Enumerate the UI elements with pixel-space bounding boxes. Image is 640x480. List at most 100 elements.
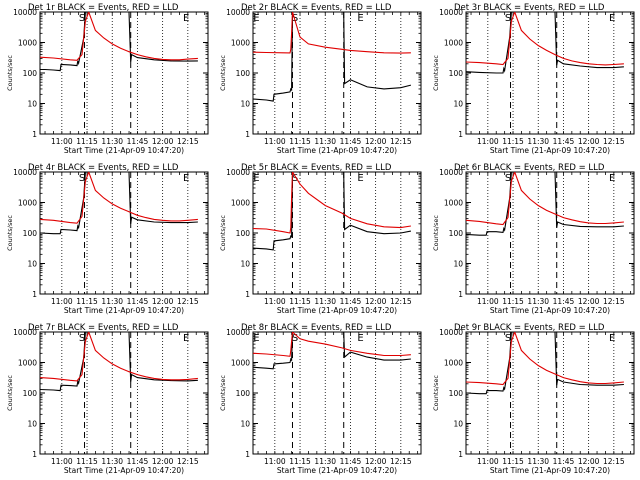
x-tick-label: 11:45 <box>340 297 362 306</box>
x-tick-label: 11:45 <box>553 137 575 146</box>
y-tick-label: 10000 <box>439 168 463 177</box>
series-group <box>40 332 198 392</box>
series-group <box>253 12 412 102</box>
interval-marker: E <box>183 13 189 24</box>
y-tick-label: 10000 <box>439 8 463 17</box>
interval-marker: E <box>253 333 259 344</box>
y-tick-label: 1 <box>245 130 250 139</box>
y-tick-label: 100 <box>449 229 464 238</box>
y-axis-label: Counts/sec <box>6 375 14 411</box>
y-tick-label: 1000 <box>231 199 250 208</box>
interval-marker: S <box>79 173 85 184</box>
panel-title: Det 4r BLACK = Events, RED = LLD <box>28 163 179 173</box>
interval-marker: E <box>357 333 363 344</box>
y-axis-label: Counts/sec <box>6 215 14 251</box>
series-events-line <box>253 12 412 102</box>
x-axis-label: Start Time (21-Apr-09 10:47:20) <box>277 146 397 155</box>
y-axis-label: Counts/sec <box>432 55 440 91</box>
x-tick-label: 12:00 <box>365 297 387 306</box>
x-tick-label: 11:30 <box>101 137 123 146</box>
panel-title: Det 1r BLACK = Events, RED = LLD <box>28 3 179 13</box>
x-axis-label: Start Time (21-Apr-09 10:47:20) <box>64 466 184 475</box>
interval-marker: S <box>505 173 511 184</box>
y-tick-label: 1 <box>458 290 463 299</box>
x-tick-label: 11:30 <box>527 297 549 306</box>
axis-frame <box>252 331 422 455</box>
series-lld-line <box>466 332 624 386</box>
y-axis-label: Counts/sec <box>6 55 14 91</box>
x-tick-label: 11:45 <box>127 297 149 306</box>
panel-title: Det 5r BLACK = Events, RED = LLD <box>241 163 392 173</box>
y-tick-label: 1 <box>32 290 37 299</box>
x-tick-label: 11:30 <box>314 297 336 306</box>
x-axis-label: Start Time (21-Apr-09 10:47:20) <box>490 146 610 155</box>
x-tick-label: 12:00 <box>152 297 174 306</box>
x-tick-label: 11:00 <box>264 137 286 146</box>
y-tick-label: 1000 <box>444 359 463 368</box>
series-lld-line <box>253 172 411 234</box>
y-tick-label: 10 <box>453 420 463 429</box>
series-group <box>253 332 411 370</box>
interval-marker: E <box>609 173 615 184</box>
series-events-line <box>466 12 624 74</box>
series-group <box>466 12 624 74</box>
panel-9: Det 9r BLACK = Events, RED = LLD 1 10 100 10… <box>432 323 635 475</box>
x-axis-label: Start Time (21-Apr-09 10:47:20) <box>490 306 610 315</box>
panel-8: Det 8r BLACK = Events, RED = LLD 1 10 100 10… <box>219 323 422 475</box>
series-lld-line <box>40 332 198 382</box>
x-tick-label: 11:30 <box>314 457 336 466</box>
y-tick-label: 1000 <box>18 199 37 208</box>
panel-5: Det 5r BLACK = Events, RED = LLD 1 10 100 10… <box>219 163 422 315</box>
panel-1: Det 1r BLACK = Events, RED = LLD 1 10 100 10… <box>6 3 209 155</box>
y-tick-label: 100 <box>449 389 464 398</box>
x-axis-label: Start Time (21-Apr-09 10:47:20) <box>64 146 184 155</box>
x-tick-label: 11:45 <box>127 457 149 466</box>
x-tick-label: 11:00 <box>264 297 286 306</box>
y-tick-label: 10 <box>453 260 463 269</box>
interval-marker: E <box>609 333 615 344</box>
interval-marker: S <box>292 173 298 184</box>
interval-marker: S <box>292 333 298 344</box>
y-tick-label: 100 <box>236 69 251 78</box>
y-tick-label: 1000 <box>231 359 250 368</box>
x-tick-label: 12:15 <box>177 297 199 306</box>
panel-title: Det 3r BLACK = Events, RED = LLD <box>454 3 605 13</box>
y-tick-label: 100 <box>236 389 251 398</box>
y-tick-label: 1000 <box>444 39 463 48</box>
x-tick-label: 11:00 <box>51 137 73 146</box>
y-tick-label: 1000 <box>444 199 463 208</box>
x-tick-label: 11:15 <box>289 297 311 306</box>
series-group <box>40 12 198 72</box>
interval-marker: S <box>505 13 511 24</box>
x-tick-label: 11:15 <box>502 457 524 466</box>
x-tick-label: 12:15 <box>603 297 625 306</box>
x-tick-label: 11:45 <box>553 297 575 306</box>
axis-frame <box>39 171 209 295</box>
interval-marker: E <box>183 333 189 344</box>
axis-frame <box>39 11 209 135</box>
interval-marker: E <box>183 173 189 184</box>
y-tick-label: 10 <box>240 260 250 269</box>
x-tick-label: 12:00 <box>152 137 174 146</box>
axis-frame <box>252 11 422 135</box>
y-tick-label: 100 <box>236 229 251 238</box>
x-tick-label: 11:15 <box>502 297 524 306</box>
x-axis-label: Start Time (21-Apr-09 10:47:20) <box>277 306 397 315</box>
y-tick-label: 1 <box>245 450 250 459</box>
x-tick-label: 11:00 <box>477 297 499 306</box>
series-lld-line <box>40 172 198 224</box>
panel-title: Det 8r BLACK = Events, RED = LLD <box>241 323 392 333</box>
series-lld-line <box>253 12 411 54</box>
y-tick-label: 10 <box>240 100 250 109</box>
y-tick-label: 10 <box>240 420 250 429</box>
y-tick-label: 10 <box>27 420 37 429</box>
y-tick-label: 10 <box>27 260 37 269</box>
panel-title: Det 6r BLACK = Events, RED = LLD <box>454 163 605 173</box>
panel-title: Det 7r BLACK = Events, RED = LLD <box>28 323 179 333</box>
series-events-line <box>466 332 624 395</box>
series-lld-line <box>40 12 198 61</box>
y-axis-label: Counts/sec <box>219 55 227 91</box>
x-axis-label: Start Time (21-Apr-09 10:47:20) <box>490 466 610 475</box>
x-tick-label: 11:00 <box>51 297 73 306</box>
